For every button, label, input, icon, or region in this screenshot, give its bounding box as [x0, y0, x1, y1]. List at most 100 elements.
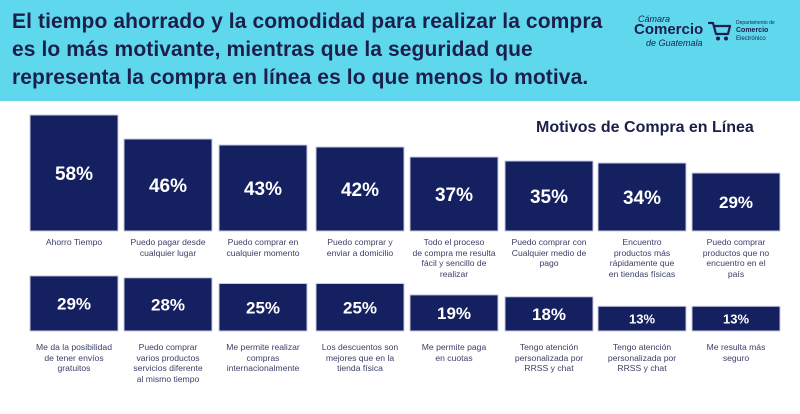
bar-row2-8 [691, 305, 781, 332]
category-label-line: servicios diferente [133, 363, 203, 373]
bar-row1-1 [29, 114, 119, 232]
category-label-line: personalizada por [514, 352, 584, 363]
category-label-line: productos que no [702, 247, 770, 258]
category-label-line: fácil y sencillo de [421, 258, 487, 268]
bar-value-label: 34% [623, 188, 661, 209]
category-label-line: Encuentro [622, 237, 662, 247]
bar-row2-3 [218, 283, 308, 332]
bar-row1-2 [123, 138, 213, 232]
category-label-line: Los descuentos son [321, 342, 399, 352]
category-label-line: internacionalmente [226, 363, 300, 373]
category-label: Me permite realizar compras internacionalm… [213, 342, 313, 374]
category-label: Puedo comprar con Cualquier medio de pago [499, 237, 599, 269]
category-label-line: seguro [722, 352, 750, 363]
category-label: Tengo atención personalizada por RRSS y ch… [499, 342, 599, 374]
logo-dce-line-2: Comercio [736, 27, 769, 34]
category-label-line: Todo el proceso [423, 237, 485, 247]
shopping-cart-icon [708, 21, 732, 41]
category-label: Puedo pagar desde cualquier lugar [118, 237, 218, 258]
category-label-line: Me permite paga [421, 342, 487, 352]
category-label-line: personalizada por [607, 352, 677, 363]
category-label-line: Puedo comprar y [327, 237, 393, 247]
bar-row1-6 [504, 160, 594, 232]
bar-row1-3 [218, 144, 308, 232]
bar-row2-5 [409, 294, 499, 332]
category-label-line: Puedo comprar [706, 237, 766, 247]
category-label: Encuentro productos más rápidamente que en … [592, 237, 692, 279]
category-label-line: Me da la posibilidad [36, 342, 112, 352]
category-label-line: varios productos [136, 352, 200, 363]
category-label-line: rápidamente que [609, 258, 675, 268]
category-label-line: país [727, 268, 745, 279]
category-label: Puedo comprar productos que no encuentro e… [686, 237, 786, 279]
bar-row2-7 [597, 305, 687, 332]
bar-value-label: 46% [149, 176, 187, 197]
category-label-line: enviar a domicilio [326, 247, 394, 258]
category-label: Me permite paga en cuotas [404, 342, 504, 363]
category-label: Me resulta más seguro [686, 342, 786, 363]
bar-row1-5 [409, 156, 499, 232]
category-label-line: Tengo atención [519, 342, 579, 352]
headline-line-1: El tiempo ahorrado y la comodidad para r… [12, 10, 603, 33]
category-label-line: RRSS y chat [617, 363, 667, 373]
bar-row1-7 [597, 162, 687, 232]
bar-value-label: 43% [244, 179, 282, 200]
bar-value-label: 58% [55, 164, 93, 185]
category-label-line: realizar [439, 268, 469, 279]
category-label: Me da la posibilidad de tener envíos gratu… [24, 342, 124, 374]
bar-value-label: 29% [719, 193, 753, 212]
category-label-line: Ahorro Tiempo [45, 237, 103, 247]
category-label-line: Me permite realizar [226, 342, 300, 352]
logo-dce-line-3: Electrónico [736, 36, 766, 42]
bar-value-label: 25% [343, 298, 377, 317]
camara-comercio-logo: Cámara Comercio de Guatemala [634, 14, 706, 50]
category-label-line: de tener envíos [44, 352, 104, 363]
category-label-line: cualquier lugar [139, 247, 197, 258]
category-label: Puedo comprar y enviar a domicilio [310, 237, 410, 258]
category-label-line: Cualquier medio de [511, 247, 587, 258]
category-label-line: tienda física [337, 363, 383, 373]
bar-value-label: 29% [57, 295, 91, 314]
bar-row2-1 [29, 275, 119, 332]
category-label: Los descuentos son mejores que en la tiend… [310, 342, 410, 374]
category-label-line: compras [246, 352, 280, 363]
category-label: Puedo comprar en cualquier momento [213, 237, 313, 258]
bar-row1-4 [315, 146, 405, 232]
logo-dce-line-1: Departamento de [736, 20, 775, 26]
bar-value-label: 37% [435, 185, 473, 206]
category-label-line: mejores que en la [325, 352, 395, 363]
bar-value-label: 13% [629, 311, 655, 326]
category-label: Tengo atención personalizada por RRSS y ch… [592, 342, 692, 374]
category-label-line: productos más [613, 247, 671, 258]
category-label-line: Puedo comprar con [511, 237, 587, 247]
headline: El tiempo ahorrado y la comodidad para r… [12, 8, 612, 92]
chart-title: Motivos de Compra en Línea [536, 119, 754, 136]
category-label: Puedo comprar varios productos servicios d… [118, 342, 218, 384]
bar-value-label: 25% [246, 298, 280, 317]
bar-row2-4 [315, 283, 405, 332]
category-label-line: gratuitos [57, 363, 91, 373]
category-label-line: al mismo tiempo [136, 373, 200, 384]
bar-value-label: 42% [341, 180, 379, 201]
category-label-line: Tengo atención [612, 342, 672, 352]
category-label-line: RRSS y chat [524, 363, 574, 373]
category-label-line: de compra me resulta [412, 247, 496, 258]
logo-ccg-line-2: Comercio [634, 21, 704, 38]
category-label-line: en tiendas físicas [608, 268, 676, 279]
bar-value-label: 28% [151, 296, 185, 315]
category-label-line: cualquier momento [226, 247, 300, 258]
category-label-line: pago [539, 258, 559, 268]
headline-line-3: representa la compra en línea es lo que … [12, 66, 589, 89]
category-label-line: encuentro en el [706, 258, 766, 268]
logo-ccg-line-1: Cámara [638, 14, 671, 24]
category-label: Todo el proceso de compra me resulta fácil… [404, 237, 504, 279]
bar-value-label: 35% [530, 187, 568, 208]
category-label: Ahorro Tiempo [24, 237, 124, 248]
bar-row2-2 [123, 277, 213, 332]
category-label-line: Puedo comprar en [227, 237, 299, 247]
logo-ccg-line-3: de Guatemala [646, 38, 703, 48]
header-banner: El tiempo ahorrado y la comodidad para r… [0, 0, 800, 101]
headline-line-2: es lo más motivante, mientras que la seg… [12, 38, 533, 61]
category-label-line: Puedo pagar desde [130, 237, 206, 247]
